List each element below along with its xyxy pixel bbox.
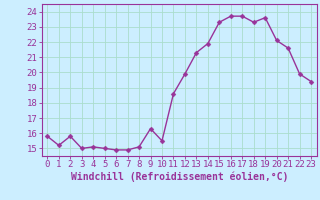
X-axis label: Windchill (Refroidissement éolien,°C): Windchill (Refroidissement éolien,°C) [70, 172, 288, 182]
